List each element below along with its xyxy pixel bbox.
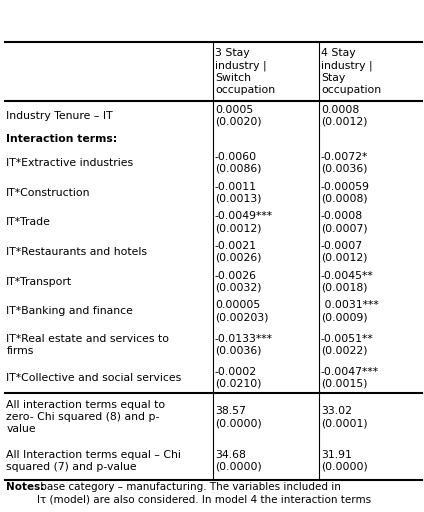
Text: 0.0008
(0.0012): 0.0008 (0.0012) (321, 105, 368, 126)
Text: 0.0005
(0.0020): 0.0005 (0.0020) (215, 105, 262, 126)
Text: Notes:: Notes: (6, 482, 45, 493)
Text: 0.0031***
(0.0009): 0.0031*** (0.0009) (321, 301, 379, 322)
Text: -0.0051**
(0.0022): -0.0051** (0.0022) (321, 334, 374, 355)
Text: IT*Banking and finance: IT*Banking and finance (6, 306, 133, 316)
Text: All Interaction terms equal – Chi
squared (7) and p-value: All Interaction terms equal – Chi square… (6, 450, 181, 472)
Text: base category – manufacturing. The variables included in
Iτ (model) are also con: base category – manufacturing. The varia… (37, 482, 371, 504)
Text: -0.0008
(0.0007): -0.0008 (0.0007) (321, 211, 368, 233)
Text: -0.0049***
(0.0012): -0.0049*** (0.0012) (215, 211, 273, 233)
Text: IT*Transport: IT*Transport (6, 276, 73, 287)
Text: IT*Restaurants and hotels: IT*Restaurants and hotels (6, 247, 148, 257)
Text: All interaction terms equal to
zero- Chi squared (8) and p-
value: All interaction terms equal to zero- Chi… (6, 400, 165, 434)
Text: IT*Construction: IT*Construction (6, 187, 91, 198)
Text: Interaction terms:: Interaction terms: (6, 134, 117, 144)
Text: -0.0011
(0.0013): -0.0011 (0.0013) (215, 182, 262, 203)
Text: Industry Tenure – IT: Industry Tenure – IT (6, 111, 113, 121)
Text: -0.0060
(0.0086): -0.0060 (0.0086) (215, 152, 262, 174)
Text: 38.57
(0.0000): 38.57 (0.0000) (215, 406, 262, 428)
Text: -0.0021
(0.0026): -0.0021 (0.0026) (215, 241, 262, 263)
Text: -0.0072*
(0.0036): -0.0072* (0.0036) (321, 152, 368, 174)
Text: -0.0047***
(0.0015): -0.0047*** (0.0015) (321, 367, 379, 389)
Text: 33.02
(0.0001): 33.02 (0.0001) (321, 406, 368, 428)
Text: -0.0007
(0.0012): -0.0007 (0.0012) (321, 241, 368, 263)
Text: 0.00005
(0.00203): 0.00005 (0.00203) (215, 301, 268, 322)
Text: IT*Trade: IT*Trade (6, 217, 51, 227)
Text: 3 Stay
industry |
Switch
occupation: 3 Stay industry | Switch occupation (215, 48, 275, 95)
Text: 34.68
(0.0000): 34.68 (0.0000) (215, 450, 262, 472)
Text: IT*Real estate and services to
firms: IT*Real estate and services to firms (6, 334, 169, 355)
Text: -0.00059
(0.0008): -0.00059 (0.0008) (321, 182, 370, 203)
Text: -0.0133***
(0.0036): -0.0133*** (0.0036) (215, 334, 273, 355)
Text: 31.91
(0.0000): 31.91 (0.0000) (321, 450, 368, 472)
Text: IT*Extractive industries: IT*Extractive industries (6, 158, 134, 168)
Text: -0.0002
(0.0210): -0.0002 (0.0210) (215, 367, 262, 389)
Text: -0.0026
(0.0032): -0.0026 (0.0032) (215, 271, 262, 292)
Text: IT*Collective and social services: IT*Collective and social services (6, 373, 181, 383)
Text: -0.0045**
(0.0018): -0.0045** (0.0018) (321, 271, 374, 292)
Text: 4 Stay
industry |
Stay
occupation: 4 Stay industry | Stay occupation (321, 48, 381, 95)
